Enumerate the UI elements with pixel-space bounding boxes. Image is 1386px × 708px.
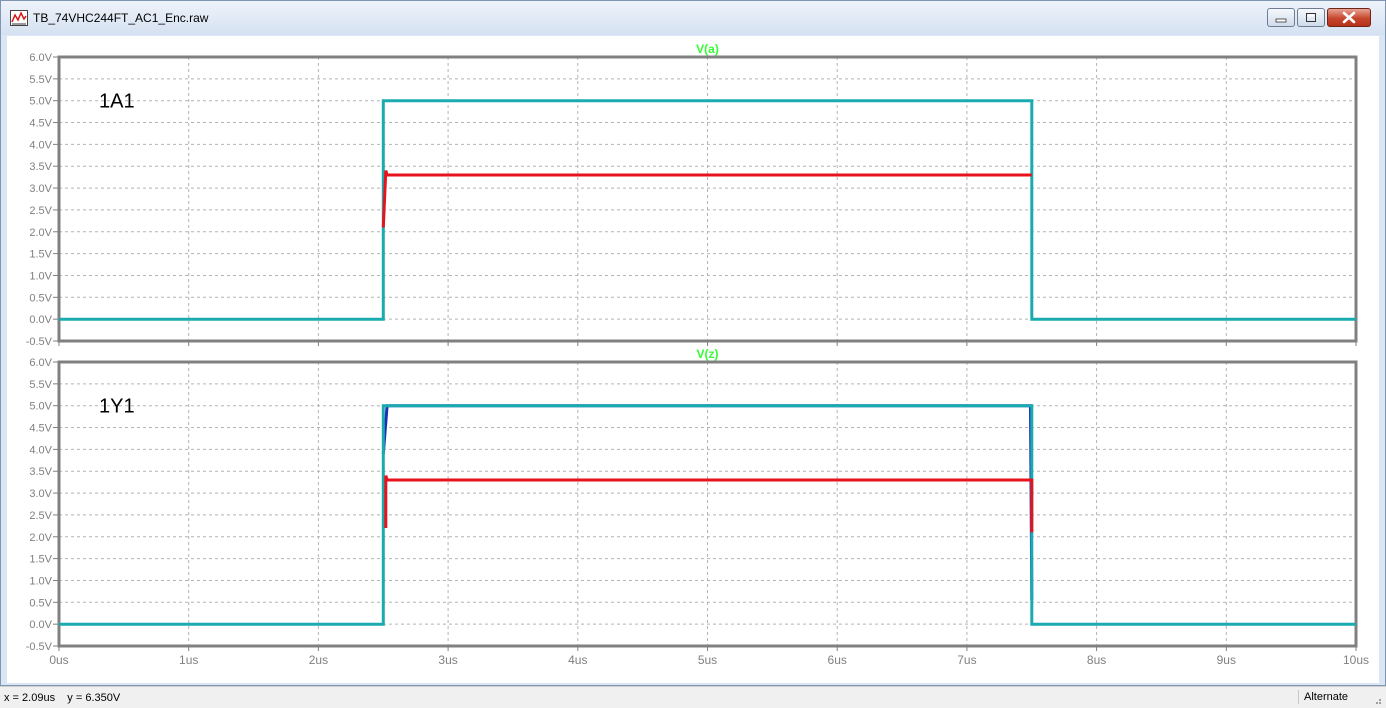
y-tick-label: 3.0V	[29, 488, 52, 500]
x-tick-label: 3us	[438, 653, 457, 667]
trace-line[interactable]	[59, 99, 1356, 321]
y-tick-label: 5.5V	[29, 74, 52, 86]
y-tick-label: 2.0V	[29, 227, 52, 239]
window-title: TB_74VHC244FT_AC1_Enc.raw	[33, 11, 209, 25]
y-tick-label: 1.5V	[29, 554, 52, 566]
waveform-window: TB_74VHC244FT_AC1_Enc.raw V(a) -0.5V 0.0V 0…	[0, 0, 1386, 686]
y-tick-label: 1.0V	[29, 270, 52, 282]
y-tick-label: 4.5V	[29, 118, 52, 130]
y-tick-label: 4.0V	[29, 139, 52, 151]
y-tick-label: -0.5V	[26, 336, 53, 348]
close-icon	[1342, 11, 1356, 24]
trace-annotation[interactable]: 1Y1	[99, 396, 135, 418]
x-tick-label: 1us	[179, 653, 198, 667]
maximize-button[interactable]	[1297, 8, 1325, 27]
x-tick-label: 5us	[698, 653, 717, 667]
y-tick-label: 1.5V	[29, 249, 52, 261]
status-bar: x = 2.09us y = 6.350V Alternate	[0, 686, 1386, 708]
plot-frame	[57, 360, 1358, 648]
plot-frame	[57, 55, 1358, 343]
x-tick-label: 7us	[957, 653, 976, 667]
status-mode: Alternate	[1298, 690, 1353, 704]
y-tick-label: 5.5V	[29, 379, 52, 391]
x-tick-label: 6us	[828, 653, 847, 667]
plot-pane-top[interactable]: V(a) -0.5V 0.0V 0.5V 1.0V 1.5V 2.0V 2.5V 3.0V 3.5…	[26, 42, 1358, 348]
x-tick-label: 4us	[568, 653, 587, 667]
y-tick-label: 5.0V	[29, 96, 52, 108]
trace-line[interactable]	[59, 404, 1356, 626]
y-tick-label: 4.5V	[29, 423, 52, 435]
close-button[interactable]	[1327, 8, 1371, 27]
pane-title[interactable]: V(z)	[697, 347, 719, 361]
y-tick-label: 1.0V	[29, 575, 52, 587]
y-tick-label: 0.0V	[29, 619, 52, 631]
y-tick-label: 4.0V	[29, 444, 52, 456]
minimize-icon	[1275, 18, 1287, 23]
x-tick-label: 0us	[49, 653, 68, 667]
minimize-button[interactable]	[1267, 8, 1295, 27]
y-tick-label: 2.5V	[29, 510, 52, 522]
trace-line[interactable]	[381, 170, 1032, 228]
title-bar[interactable]: TB_74VHC244FT_AC1_Enc.raw	[1, 1, 1385, 35]
x-tick-label: 10us	[1343, 653, 1369, 667]
y-tick-label: 3.5V	[29, 161, 52, 173]
y-tick-label: 0.0V	[29, 314, 52, 326]
x-tick-label: 9us	[1217, 653, 1236, 667]
y-tick-label: 0.5V	[29, 597, 52, 609]
waveform-plots[interactable]: V(a) -0.5V 0.0V 0.5V 1.0V 1.5V 2.0V 2.5V 3.0V 3.5…	[7, 36, 1379, 683]
y-tick-label: 2.0V	[29, 532, 52, 544]
trace-annotation[interactable]: 1A1	[99, 91, 135, 113]
y-tick-label: 6.0V	[29, 357, 52, 369]
pane-title[interactable]: V(a)	[696, 42, 719, 56]
x-tick-label: 2us	[309, 653, 328, 667]
plot-pane-bottom[interactable]: V(z) -0.5V 0.0V 0.5V 1.0V 1.5V 2.0V 2.5V 3.0V 3.5…	[26, 347, 1369, 667]
y-tick-label: 3.5V	[29, 466, 52, 478]
y-tick-label: 2.5V	[29, 205, 52, 217]
maximize-icon	[1306, 13, 1316, 22]
x-tick-label: 8us	[1087, 653, 1106, 667]
y-tick-label: 6.0V	[29, 52, 52, 64]
resize-grip-icon[interactable]	[1372, 695, 1382, 705]
y-tick-label: 0.5V	[29, 292, 52, 304]
y-tick-label: -0.5V	[26, 641, 53, 653]
cursor-readout: x = 2.09us y = 6.350V	[4, 692, 121, 704]
trace-line[interactable]	[384, 475, 1034, 533]
waveform-app-icon	[10, 10, 28, 26]
plot-area[interactable]: V(a) -0.5V 0.0V 0.5V 1.0V 1.5V 2.0V 2.5V 3.0V 3.5…	[7, 36, 1379, 683]
y-tick-label: 5.0V	[29, 401, 52, 413]
y-tick-label: 3.0V	[29, 183, 52, 195]
